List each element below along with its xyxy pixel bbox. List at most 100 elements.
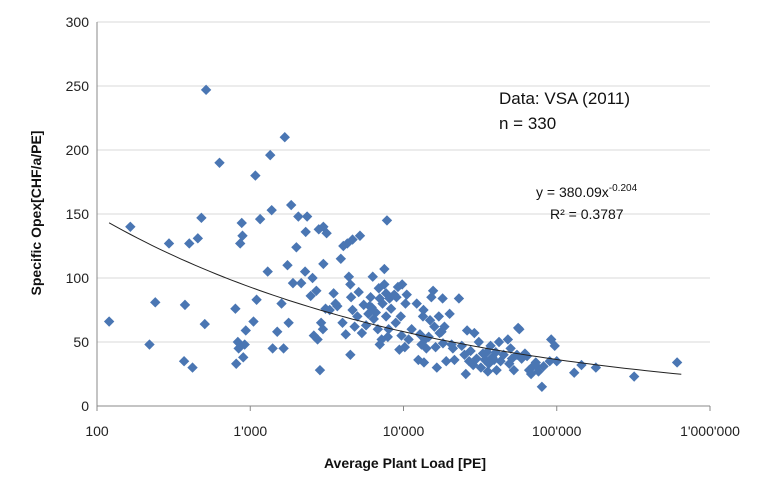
data-point	[192, 233, 204, 244]
data-point	[427, 285, 439, 296]
data-point	[248, 316, 259, 327]
data-point	[301, 211, 313, 222]
data-point	[214, 157, 225, 168]
data-point	[345, 279, 356, 290]
data-point	[460, 368, 472, 380]
data-point	[283, 317, 294, 328]
data-point	[267, 343, 278, 354]
data-point	[449, 354, 460, 366]
data-point	[314, 364, 326, 376]
data-point	[447, 343, 459, 354]
y-axis-ticks: 0 50 100 150 200 250 300	[66, 14, 90, 414]
data-point	[287, 277, 299, 289]
data-point	[421, 343, 432, 354]
data-point	[469, 327, 480, 339]
data-point	[441, 356, 452, 367]
data-point	[353, 286, 364, 298]
data-point	[400, 298, 411, 309]
data-point	[491, 364, 502, 376]
trend-equation-base: y = 380.09x	[536, 184, 609, 200]
data-point	[465, 345, 476, 357]
data-point	[265, 149, 276, 161]
data-point	[236, 217, 247, 229]
y-axis-title: Specific Opex[CHF/a/PE]	[28, 131, 44, 296]
data-point	[347, 234, 358, 245]
data-point	[311, 285, 322, 296]
data-point	[285, 199, 297, 211]
trend-equation: y = 380.09x-0.204	[536, 183, 638, 200]
x-axis-title: Average Plant Load [PE]	[324, 455, 486, 471]
data-point	[430, 341, 441, 353]
data-point	[418, 357, 430, 368]
x-tick-label: 100	[85, 423, 109, 439]
data-point	[324, 304, 335, 316]
data-point	[254, 213, 266, 225]
data-point	[538, 361, 549, 372]
data-point	[385, 303, 397, 314]
data-point	[396, 330, 407, 341]
data-point	[367, 271, 378, 282]
data-point	[335, 253, 347, 264]
data-point	[381, 215, 393, 226]
data-points	[103, 84, 683, 392]
data-point	[482, 366, 494, 377]
data-point	[525, 368, 537, 380]
data-point	[418, 304, 429, 316]
data-point	[379, 263, 390, 275]
data-point	[360, 320, 372, 331]
data-point	[150, 297, 161, 308]
data-point	[471, 353, 482, 364]
data-point	[343, 271, 355, 282]
y-tick-label: 50	[73, 334, 89, 350]
data-point	[382, 331, 394, 343]
data-point	[365, 292, 376, 303]
data-point	[403, 334, 414, 345]
data-point	[437, 293, 448, 304]
x-tick-label: 1'000	[233, 423, 267, 439]
data-point	[395, 311, 406, 322]
data-point	[278, 343, 289, 354]
data-point	[307, 272, 318, 284]
data-point	[318, 258, 329, 270]
data-point	[399, 341, 411, 353]
data-point	[144, 339, 155, 350]
data-point	[590, 362, 602, 373]
data-point	[383, 324, 394, 335]
data-point	[262, 266, 273, 277]
data-point	[295, 277, 307, 289]
data-point	[511, 349, 523, 360]
data-point	[514, 324, 525, 335]
data-point	[103, 316, 115, 327]
data-point	[332, 300, 343, 312]
data-point	[235, 238, 246, 249]
data-point	[178, 356, 190, 367]
data-point	[239, 339, 250, 350]
data-point	[569, 367, 580, 378]
data-point	[328, 288, 339, 299]
trend-equation-exponent: -0.204	[609, 183, 638, 194]
data-point	[453, 293, 465, 304]
data-point	[502, 334, 514, 345]
data-point	[354, 230, 366, 241]
data-point	[429, 321, 440, 332]
data-point	[549, 340, 560, 352]
data-point	[305, 290, 316, 302]
data-point	[546, 334, 557, 345]
y-tick-label: 100	[66, 270, 90, 286]
data-point	[370, 307, 382, 318]
data-point	[473, 336, 485, 348]
data-point	[396, 279, 408, 290]
data-point	[521, 350, 533, 362]
data-point	[125, 221, 136, 232]
data-point	[279, 132, 290, 143]
data-point	[411, 298, 422, 309]
gridlines	[97, 21, 710, 343]
data-point	[628, 371, 640, 382]
axes	[96, 22, 710, 407]
data-point	[321, 228, 332, 239]
data-point	[340, 329, 351, 340]
data-point	[356, 327, 368, 339]
x-tick-label: 10'000	[383, 423, 425, 439]
data-point	[200, 84, 212, 96]
data-point	[433, 311, 445, 322]
